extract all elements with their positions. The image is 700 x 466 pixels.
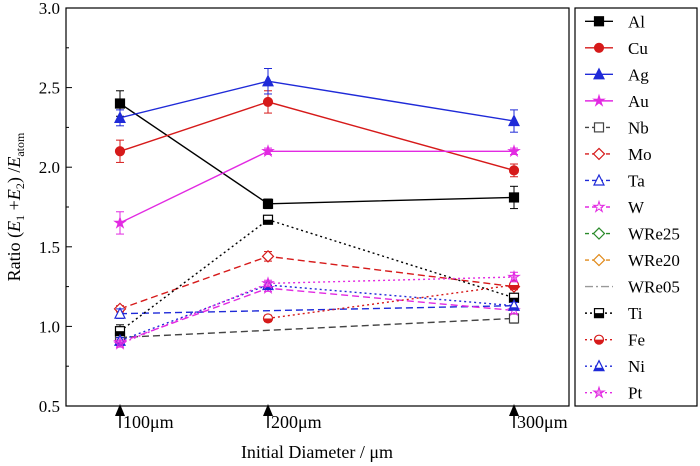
legend-marker-pt — [592, 385, 606, 399]
data-point-ta — [114, 306, 126, 319]
data-point-pt — [507, 269, 521, 283]
data-point-cu — [262, 96, 274, 108]
x-tick-label: 300μm — [517, 412, 568, 432]
data-point-au — [507, 144, 521, 158]
data-point-al — [262, 198, 274, 209]
series-line-au — [119, 150, 514, 224]
legend-label-ni: Ni — [628, 357, 645, 376]
data-point-pt — [113, 336, 127, 350]
series-line-nb — [119, 317, 515, 339]
data-point-ag — [262, 74, 274, 87]
series-au — [113, 144, 521, 235]
plot-frame — [65, 7, 570, 407]
legend-label-fe: Fe — [628, 331, 645, 350]
series-al — [114, 90, 520, 210]
series-ag — [114, 67, 520, 133]
x-tick-arrow — [509, 404, 519, 416]
y-tick-label: 2.0 — [39, 158, 60, 177]
series-pt — [113, 269, 521, 350]
data-point-ti-fill — [115, 331, 125, 336]
legend-marker-wre20 — [592, 253, 606, 267]
legend-label-wre20: WRe20 — [628, 251, 680, 270]
data-point-fe-fill — [509, 285, 519, 290]
legend: Al Cu Ag Au Nb Mo Ta W WRe25 WRe20 WRe05 Ti Fe Ni Pt — [585, 12, 680, 403]
legend-label-w: W — [628, 198, 645, 217]
x-tick-label: 200μm — [271, 412, 322, 432]
series-mo — [113, 250, 521, 316]
series-line-ta — [119, 305, 515, 315]
legend-label-wre25: WRe25 — [628, 225, 680, 244]
legend-label-al: Al — [628, 12, 645, 31]
series-cu — [114, 90, 520, 178]
legend-label-wre05: WRe05 — [628, 278, 680, 297]
legend-marker-ta — [593, 173, 605, 186]
data-point-cu — [114, 146, 126, 157]
legend-label-ag: Ag — [628, 65, 649, 84]
y-axis-label: Ratio (E1 +E2) /Eatom — [4, 132, 27, 281]
legend-marker-au — [592, 93, 606, 107]
data-point-au — [261, 144, 275, 158]
series-line-cu — [119, 101, 515, 172]
data-point-al — [508, 192, 520, 203]
y-axis: 0.5 1.0 1.5 2.0 2.5 3.0 — [39, 0, 72, 416]
data-point-pt — [261, 276, 275, 290]
legend-label-pt: Pt — [628, 384, 642, 403]
series-line-fe — [267, 284, 515, 320]
data-point-au — [113, 215, 127, 229]
legend-marker-mo — [592, 147, 606, 161]
data-point-ag — [508, 114, 520, 127]
x-tick-label: 100μm — [123, 412, 174, 432]
legend-marker-ag — [593, 67, 605, 80]
y-tick-label: 2.5 — [39, 79, 60, 98]
series-line-ti — [119, 218, 515, 332]
y-tick-label: 1.0 — [39, 317, 60, 336]
series-line-pt — [119, 276, 515, 345]
series-fe — [262, 279, 520, 324]
y-tick-label: 1.5 — [39, 238, 60, 257]
series-ta — [114, 298, 520, 319]
y-tick-label: 3.0 — [39, 0, 60, 18]
legend-marker-ni-fill — [594, 367, 604, 371]
legend-label-ta: Ta — [628, 171, 645, 190]
x-tick-arrow — [263, 404, 273, 416]
series-w — [113, 280, 521, 349]
y-tick-label: 0.5 — [39, 397, 60, 416]
legend-label-cu: Cu — [628, 39, 648, 58]
x-axis-label: Initial Diameter / μm — [241, 442, 393, 462]
legend-marker-nb — [593, 122, 605, 133]
data-point-mo — [261, 250, 275, 263]
legend-label-mo: Mo — [628, 145, 652, 164]
data-point-cu — [508, 165, 520, 176]
series-layer — [113, 67, 521, 350]
legend-label-nb: Nb — [628, 118, 649, 137]
data-point-fe-fill — [263, 318, 273, 323]
data-point-ni-fill — [509, 307, 519, 311]
data-point-al — [114, 98, 126, 109]
x-tick-arrow — [115, 404, 125, 416]
legend-marker-fe-fill — [594, 339, 604, 345]
legend-marker-w — [592, 199, 606, 213]
legend-marker-wre25 — [592, 227, 606, 240]
legend-marker-cu — [593, 42, 605, 53]
legend-marker-al — [593, 16, 605, 27]
data-point-ti-fill — [263, 219, 273, 225]
legend-marker-ti-fill — [594, 313, 604, 318]
legend-label-au: Au — [628, 92, 649, 111]
data-point-ag — [114, 111, 126, 123]
series-nb — [114, 313, 520, 343]
series-ti — [114, 214, 520, 339]
legend-label-ti: Ti — [628, 304, 643, 323]
x-axis: 100μm 200μm 300μm — [115, 404, 568, 432]
